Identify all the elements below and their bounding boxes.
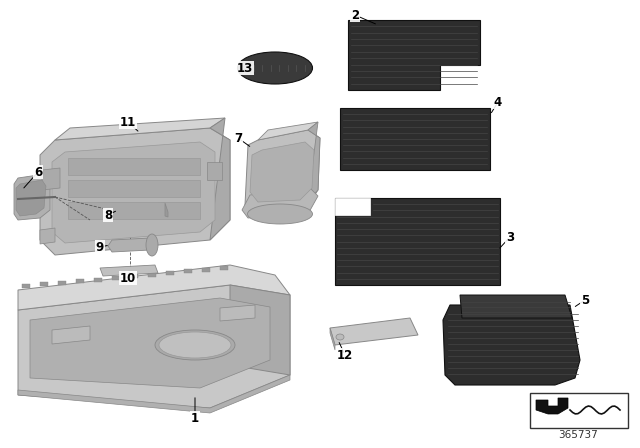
Text: 6: 6 [34, 165, 42, 178]
Polygon shape [348, 20, 480, 90]
Ellipse shape [159, 332, 231, 358]
Text: 4: 4 [494, 95, 502, 108]
Ellipse shape [248, 204, 312, 224]
Polygon shape [76, 279, 84, 283]
Polygon shape [68, 158, 200, 175]
Text: 13: 13 [237, 61, 253, 74]
Polygon shape [210, 118, 230, 240]
Polygon shape [335, 198, 370, 215]
Polygon shape [18, 285, 290, 408]
Polygon shape [230, 285, 290, 375]
Polygon shape [308, 122, 320, 200]
Polygon shape [110, 203, 168, 215]
Polygon shape [335, 198, 500, 285]
Polygon shape [258, 122, 318, 140]
Text: 7: 7 [234, 132, 242, 145]
Polygon shape [165, 203, 168, 217]
Text: 11: 11 [120, 116, 136, 129]
Polygon shape [68, 180, 200, 197]
Polygon shape [242, 188, 318, 218]
Polygon shape [100, 265, 158, 276]
Text: 365737: 365737 [558, 430, 598, 440]
Polygon shape [18, 265, 290, 310]
Ellipse shape [146, 234, 158, 256]
Polygon shape [148, 273, 156, 277]
Polygon shape [112, 276, 120, 280]
Polygon shape [130, 274, 138, 278]
Polygon shape [52, 326, 90, 344]
Text: 9: 9 [96, 241, 104, 254]
Polygon shape [16, 180, 46, 216]
Polygon shape [108, 238, 154, 252]
Polygon shape [245, 130, 320, 215]
Text: 3: 3 [506, 231, 514, 244]
Polygon shape [530, 393, 628, 428]
Polygon shape [536, 398, 568, 414]
Polygon shape [30, 298, 270, 388]
Polygon shape [340, 108, 490, 170]
Polygon shape [14, 174, 50, 220]
Polygon shape [202, 268, 210, 272]
Ellipse shape [237, 52, 312, 84]
Polygon shape [42, 168, 60, 190]
Polygon shape [330, 318, 418, 345]
Polygon shape [40, 128, 230, 255]
Polygon shape [250, 142, 314, 202]
Polygon shape [40, 282, 48, 286]
Polygon shape [166, 271, 174, 275]
Polygon shape [94, 277, 102, 281]
Text: 2: 2 [351, 9, 359, 22]
Polygon shape [22, 284, 30, 288]
Text: 10: 10 [120, 271, 136, 284]
Polygon shape [207, 162, 222, 180]
Polygon shape [52, 142, 215, 243]
Text: 8: 8 [104, 208, 112, 221]
Polygon shape [18, 375, 290, 413]
Text: 5: 5 [581, 293, 589, 306]
Polygon shape [58, 281, 66, 285]
Polygon shape [40, 228, 55, 244]
Polygon shape [184, 269, 192, 273]
Polygon shape [460, 295, 572, 318]
Text: 1: 1 [191, 412, 199, 425]
Ellipse shape [155, 330, 235, 360]
Polygon shape [55, 118, 225, 140]
Polygon shape [443, 305, 580, 385]
Polygon shape [220, 266, 228, 270]
Text: 12: 12 [337, 349, 353, 362]
Ellipse shape [336, 334, 344, 340]
Polygon shape [330, 328, 335, 350]
Polygon shape [68, 202, 200, 219]
Polygon shape [220, 305, 255, 321]
